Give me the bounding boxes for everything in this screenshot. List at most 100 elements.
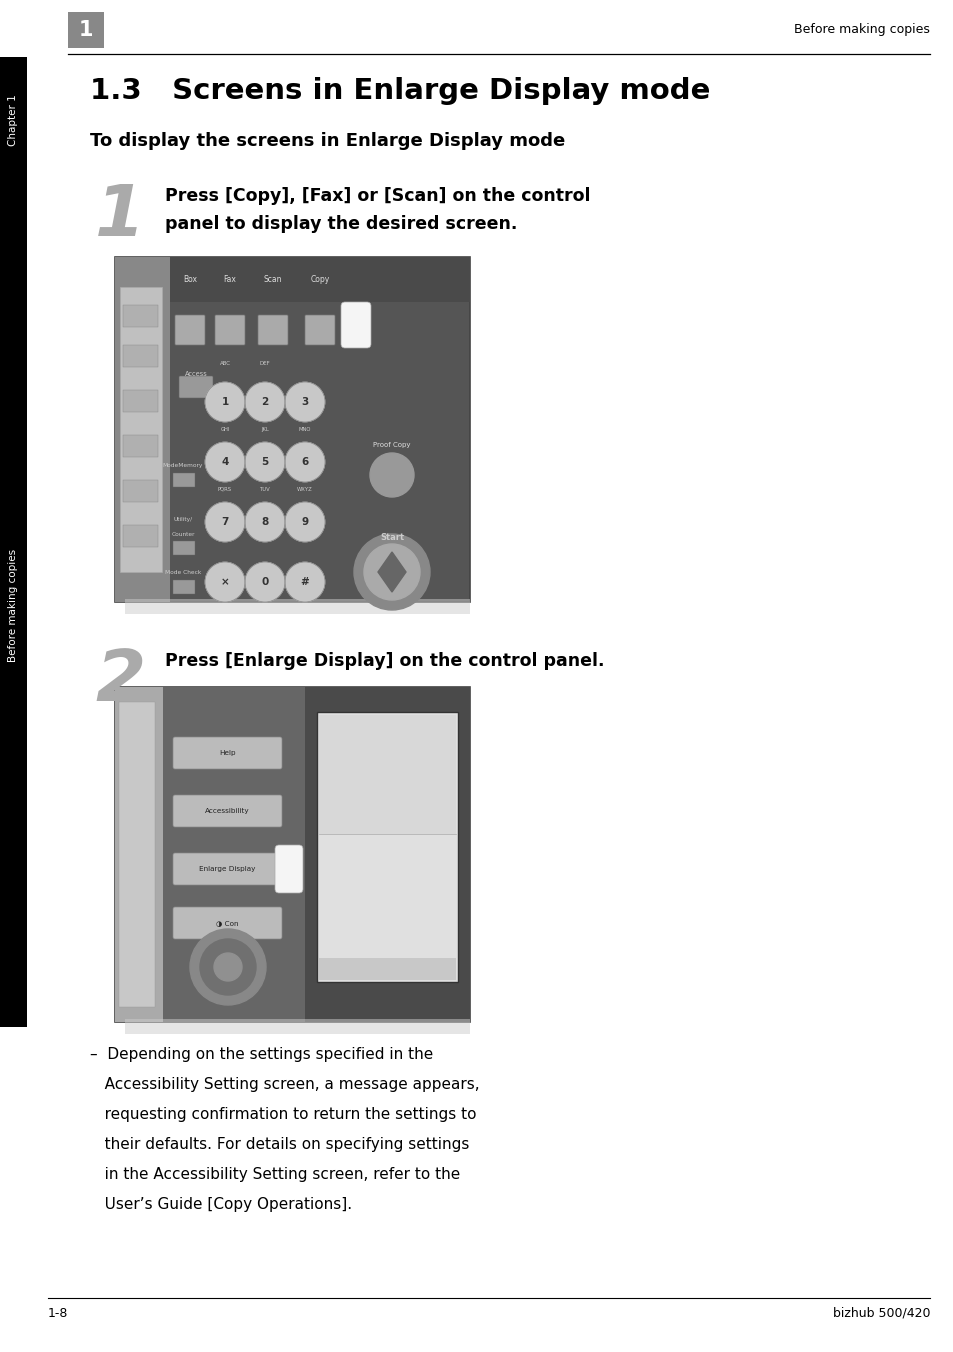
FancyBboxPatch shape (174, 315, 205, 345)
Bar (115, 257, 170, 602)
Circle shape (285, 502, 325, 542)
Text: Copy: Copy (310, 274, 330, 284)
Text: JKL: JKL (261, 426, 269, 431)
Circle shape (285, 383, 325, 422)
Bar (115, 687, 470, 1022)
Text: ABC: ABC (219, 361, 231, 366)
FancyBboxPatch shape (172, 907, 282, 940)
Text: Utility/: Utility/ (173, 516, 193, 522)
Polygon shape (377, 552, 406, 592)
Text: 5: 5 (261, 457, 269, 466)
Text: panel to display the desired screen.: panel to display the desired screen. (165, 215, 517, 233)
Circle shape (205, 502, 245, 542)
Text: 1: 1 (221, 397, 229, 407)
Text: Before making copies: Before making copies (9, 549, 18, 662)
FancyBboxPatch shape (172, 795, 282, 827)
Bar (170, 257, 470, 301)
Text: GHI: GHI (220, 426, 230, 431)
FancyBboxPatch shape (305, 315, 335, 345)
Text: 1: 1 (79, 20, 93, 41)
Text: PQRS: PQRS (217, 487, 232, 492)
Bar (119, 702, 154, 1007)
Text: Access: Access (185, 370, 208, 377)
Circle shape (285, 562, 325, 602)
Text: MNO: MNO (298, 426, 311, 431)
FancyBboxPatch shape (214, 315, 245, 345)
Bar (123, 435, 158, 457)
Text: Scan: Scan (263, 274, 282, 284)
Circle shape (205, 562, 245, 602)
Text: 2: 2 (95, 648, 145, 717)
Bar (115, 257, 470, 602)
FancyBboxPatch shape (172, 737, 282, 769)
Text: 7: 7 (221, 516, 229, 527)
Bar (305, 687, 470, 1022)
Circle shape (245, 442, 285, 483)
Text: Mode Check: Mode Check (165, 569, 201, 575)
Bar (123, 345, 158, 366)
Text: their defaults. For details on specifying settings: their defaults. For details on specifyin… (90, 1137, 469, 1152)
Bar (123, 525, 158, 548)
Text: in the Accessibility Setting screen, refer to the: in the Accessibility Setting screen, ref… (90, 1167, 459, 1182)
Text: 6: 6 (301, 457, 309, 466)
Text: 2: 2 (261, 397, 269, 407)
Text: To display the screens in Enlarge Display mode: To display the screens in Enlarge Displa… (90, 132, 565, 150)
Bar (123, 480, 158, 502)
Text: Counter: Counter (172, 533, 194, 538)
Text: Enlarge Display: Enlarge Display (199, 867, 255, 872)
Text: #: # (300, 577, 309, 587)
Text: requesting confirmation to return the settings to: requesting confirmation to return the se… (90, 1107, 476, 1122)
Bar (0, 184, 27, 1028)
Bar (115, 687, 163, 1022)
Circle shape (190, 929, 266, 1005)
FancyBboxPatch shape (274, 845, 303, 894)
Bar (123, 306, 158, 327)
Bar (120, 287, 162, 572)
Bar (125, 1019, 470, 1034)
Circle shape (213, 953, 242, 982)
Text: 9: 9 (301, 516, 308, 527)
FancyBboxPatch shape (179, 376, 213, 397)
Bar (123, 389, 158, 412)
Text: 4: 4 (221, 457, 229, 466)
Bar (163, 687, 305, 1022)
Text: Accessibility: Accessibility (205, 808, 250, 814)
Text: WXYZ: WXYZ (296, 487, 313, 492)
Circle shape (205, 383, 245, 422)
Text: 1: 1 (95, 183, 145, 251)
Text: –  Depending on the settings specified in the: – Depending on the settings specified in… (90, 1046, 433, 1063)
Bar (172, 473, 194, 487)
Circle shape (354, 534, 430, 610)
Circle shape (370, 453, 414, 498)
Text: 1.3   Screens in Enlarge Display mode: 1.3 Screens in Enlarge Display mode (90, 77, 710, 105)
Text: 3: 3 (301, 397, 309, 407)
Text: DEF: DEF (259, 361, 270, 366)
FancyBboxPatch shape (340, 301, 371, 347)
Text: Box: Box (183, 274, 196, 284)
Text: 0: 0 (261, 577, 269, 587)
Text: TUV: TUV (259, 487, 270, 492)
Circle shape (205, 442, 245, 483)
Text: Before making copies: Before making copies (793, 23, 929, 37)
Text: Press [Copy], [Fax] or [Scan] on the control: Press [Copy], [Fax] or [Scan] on the con… (165, 187, 590, 206)
Bar (316, 713, 457, 982)
Bar (172, 580, 194, 594)
Text: Chapter 1: Chapter 1 (9, 95, 18, 146)
Circle shape (200, 940, 255, 995)
Text: Press [Enlarge Display] on the control panel.: Press [Enlarge Display] on the control p… (165, 652, 604, 671)
Text: 1-8: 1-8 (48, 1307, 69, 1320)
Bar (318, 959, 456, 980)
Text: Accessibility Setting screen, a message appears,: Accessibility Setting screen, a message … (90, 1078, 479, 1092)
Text: ×: × (220, 577, 229, 587)
Text: 8: 8 (261, 516, 269, 527)
Text: ModeMemory: ModeMemory (163, 462, 203, 468)
Circle shape (245, 383, 285, 422)
Text: Start: Start (379, 533, 404, 542)
Circle shape (285, 442, 325, 483)
Bar (0, 57, 27, 184)
Text: Proof Copy: Proof Copy (373, 442, 411, 448)
Text: ◑ Con: ◑ Con (216, 919, 238, 926)
FancyBboxPatch shape (257, 315, 288, 345)
Text: User’s Guide [Copy Operations].: User’s Guide [Copy Operations]. (90, 1197, 352, 1211)
Circle shape (245, 502, 285, 542)
